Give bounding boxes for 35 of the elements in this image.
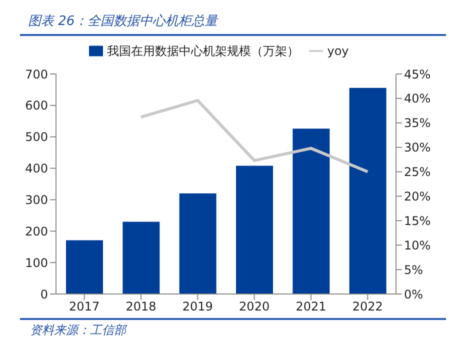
- y2-tick-label: 0%: [404, 287, 424, 302]
- y2-tick-label: 10%: [404, 238, 431, 252]
- y2-tick-label: 35%: [404, 116, 431, 130]
- y-tick-label: 100: [25, 256, 48, 270]
- chart-title: 图表 26：全国数据中心机柜总量: [27, 13, 220, 31]
- y2-tick-label: 40%: [404, 92, 431, 106]
- bar: [236, 166, 273, 294]
- x-tick-label: 2018: [126, 300, 156, 314]
- y2-tick-label: 25%: [404, 165, 431, 180]
- text: 资料来源：工信部: [29, 322, 128, 339]
- line-series: [140, 98, 370, 174]
- y2-tick-label: 20%: [404, 189, 431, 204]
- y-tick-label: 400: [25, 162, 48, 176]
- bar: [292, 128, 330, 294]
- legend-label: 我国在用数据中心机架规模（万架）: [107, 44, 300, 58]
- y2-tick-label: 30%: [404, 140, 431, 155]
- y-tick-label: 700: [25, 67, 48, 82]
- x-tick-label: 2017: [69, 300, 100, 314]
- y2-tick-label: 5%: [404, 262, 424, 277]
- bar: [349, 88, 386, 294]
- bar: [179, 193, 216, 294]
- y2-tick-label: 15%: [404, 214, 431, 228]
- y-tick-label: 200: [25, 224, 48, 238]
- x-tick-label: 2020: [239, 300, 270, 314]
- legend-label: yoy: [327, 44, 349, 58]
- y2-tick-label: 45%: [404, 67, 431, 82]
- y-tick-label: 600: [25, 98, 48, 113]
- bar: [66, 240, 103, 294]
- bar: [122, 222, 160, 294]
- y-tick-label: 300: [25, 192, 48, 207]
- x-tick-label: 2019: [182, 300, 213, 314]
- y-tick-label: 500: [25, 130, 48, 144]
- x-tick-label: 2021: [296, 300, 326, 314]
- x-tick-label: 2022: [352, 300, 383, 314]
- y-tick-label: 0: [40, 287, 48, 302]
